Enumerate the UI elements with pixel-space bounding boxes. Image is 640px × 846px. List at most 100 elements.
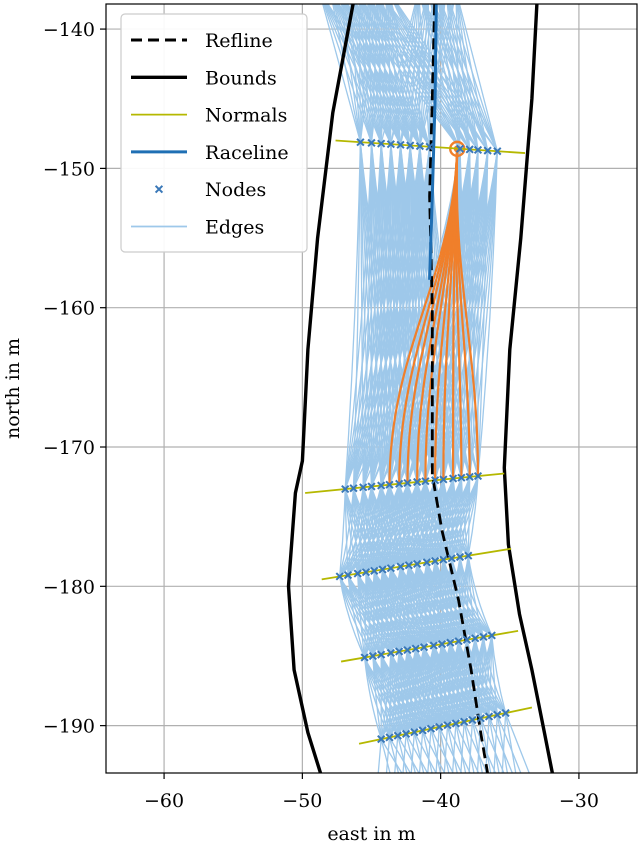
- edge: [388, 150, 489, 485]
- edge: [352, 146, 431, 489]
- node-stroke: [493, 710, 502, 719]
- edge: [355, 4, 431, 148]
- bounds-layer: [286, 4, 555, 773]
- node-stroke: [377, 481, 386, 490]
- x-tick-label: −30: [559, 790, 599, 812]
- edge: [323, 4, 382, 144]
- bound-left: [286, 4, 355, 773]
- node-stroke: [413, 477, 422, 487]
- node-stroke: [465, 472, 474, 481]
- edge: [325, 4, 402, 146]
- edge: [460, 721, 465, 773]
- node-marker: [431, 476, 440, 485]
- node-marker: [415, 142, 425, 151]
- node-marker: [368, 651, 377, 661]
- node-marker: [443, 721, 452, 730]
- edge: [336, 4, 411, 146]
- edge: [333, 4, 373, 144]
- node-marker: [471, 634, 480, 643]
- node-marker: [487, 631, 496, 640]
- edge: [359, 4, 471, 150]
- legend-label-nodes: Nodes: [205, 179, 266, 201]
- node-marker: [406, 141, 415, 150]
- node-marker: [439, 475, 448, 484]
- node-stroke: [446, 638, 455, 647]
- node-marker: [479, 632, 488, 641]
- node-marker: [403, 645, 412, 655]
- edge: [335, 4, 402, 146]
- legend-label-raceline: Raceline: [205, 142, 289, 164]
- node-marker: [493, 710, 502, 719]
- edges-layer: [322, 4, 530, 773]
- node-stroke: [447, 554, 456, 563]
- edge: [467, 555, 493, 636]
- node-stroke: [479, 632, 488, 641]
- node-stroke: [435, 722, 444, 732]
- edge: [402, 733, 407, 773]
- node-marker: [386, 564, 395, 573]
- legend-label-edges: Edges: [205, 217, 264, 239]
- edge: [338, 4, 431, 148]
- edge: [387, 4, 498, 152]
- node-marker: [385, 733, 394, 742]
- node-stroke: [401, 729, 411, 738]
- y-tick-label: −160: [43, 298, 95, 320]
- edge: [352, 144, 392, 489]
- y-axis: −140 −150 −160 −170 −180 −190: [43, 19, 106, 738]
- node-marker: [377, 650, 386, 659]
- edge: [352, 142, 362, 489]
- node-stroke: [386, 648, 395, 658]
- node-marker: [341, 484, 350, 494]
- edge: [323, 4, 373, 144]
- edge: [467, 476, 471, 556]
- edge: [410, 732, 416, 773]
- x-axis-title: east in m: [327, 823, 415, 845]
- node-stroke: [367, 482, 376, 491]
- node-stroke: [443, 721, 452, 730]
- edge: [466, 639, 507, 714]
- node-marker: [454, 637, 463, 646]
- node-stroke: [406, 141, 415, 150]
- node-stroke: [377, 650, 386, 659]
- node-stroke: [356, 138, 365, 147]
- edge: [394, 735, 399, 773]
- node-stroke: [501, 708, 510, 718]
- node-marker: [455, 552, 465, 562]
- node-marker: [473, 145, 483, 155]
- node-stroke: [425, 142, 434, 151]
- node-marker: [447, 554, 456, 563]
- edge: [418, 730, 424, 773]
- node-stroke: [455, 552, 465, 562]
- node-marker: [421, 477, 430, 486]
- edge: [380, 143, 391, 485]
- node-marker: [395, 647, 404, 656]
- node-stroke: [484, 712, 494, 721]
- edge: [380, 143, 409, 484]
- node-stroke: [422, 558, 431, 567]
- node-stroke: [403, 478, 412, 488]
- node-marker: [410, 728, 419, 737]
- node-marker: [411, 644, 420, 653]
- node-marker: [451, 719, 460, 728]
- node-marker: [377, 139, 386, 148]
- highlight-edge: [455, 148, 480, 477]
- node-stroke: [386, 140, 395, 149]
- node-stroke: [483, 146, 492, 155]
- node-marker: [386, 140, 395, 149]
- edge: [491, 635, 507, 714]
- node-stroke: [403, 645, 412, 655]
- nodes-layer: [335, 138, 510, 744]
- edge: [327, 4, 421, 147]
- edge: [390, 144, 409, 484]
- node-marker: [393, 731, 402, 740]
- node-marker: [425, 142, 434, 151]
- edge: [435, 726, 440, 773]
- node-stroke: [385, 733, 394, 742]
- edge: [501, 712, 507, 773]
- node-stroke: [439, 555, 448, 564]
- node-stroke: [437, 639, 447, 649]
- node-stroke: [413, 559, 422, 569]
- plot-frame: [105, 3, 638, 774]
- x-tick-label: −50: [282, 790, 322, 812]
- edge: [352, 145, 411, 489]
